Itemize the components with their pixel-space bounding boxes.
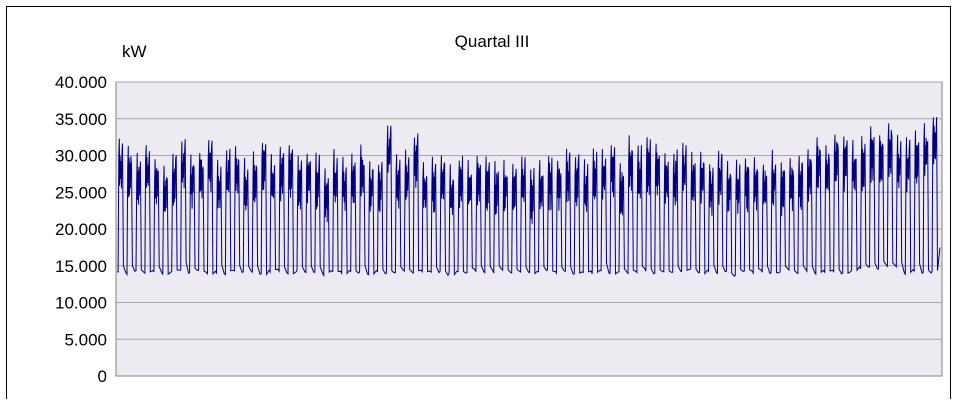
y-tick-label: 25.000 [55,183,107,202]
y-tick-label: 20.000 [55,220,107,239]
y-tick-label: 35.000 [55,110,107,129]
gridlines [116,81,942,340]
chart-frame [6,6,951,399]
y-axis-label: kW [122,42,147,61]
y-axis-ticks: 0 5.000 10.000 15.000 20.000 25.000 30.000 35.0… [55,73,107,386]
y-tick-label: 10.000 [55,294,107,313]
y-tick-label: 0 [98,367,107,386]
y-tick-label: 5.000 [64,330,107,349]
chart-title: Quartal III [455,32,530,51]
y-tick-label: 15.000 [55,257,107,276]
series-line [116,117,941,278]
y-tick-label: 30.000 [55,147,107,166]
y-tick-label: 40.000 [55,73,107,92]
